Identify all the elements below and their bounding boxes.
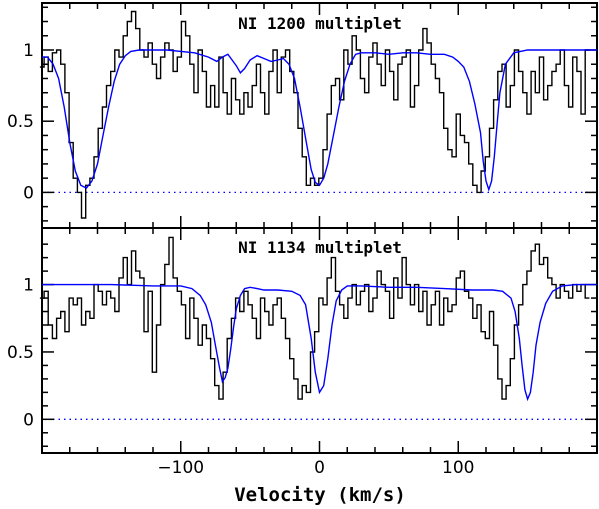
x-tick-label: −100: [157, 458, 204, 478]
panel-title-ni-1200: NI 1200 multiplet: [238, 14, 402, 33]
data-histogram-line: [39, 10, 590, 219]
y-tick-label: 0.5: [7, 343, 34, 363]
x-axis-title: Velocity (km/s): [234, 484, 406, 506]
data-histogram-line: [39, 236, 590, 400]
x-tick-label: 100: [442, 458, 474, 478]
x-tick-label: 0: [314, 458, 325, 478]
panel-title-ni-1134: NI 1134 multiplet: [238, 238, 402, 257]
panel-ni-1134: NI 1134 multiplet 0 0.5 1: [7, 227, 598, 454]
model-fit-line: [42, 49, 597, 192]
x-axis-tick-labels: −100 0 100: [157, 458, 474, 478]
panel-frame: [41, 2, 598, 229]
y-tick-label: 0.5: [7, 112, 34, 132]
y-tick-label: 1: [23, 276, 34, 296]
panel-ni-1200: NI 1200 multiplet 0 0.5 1: [7, 2, 598, 229]
model-fit-line: [42, 283, 597, 402]
y-tick-label: 0: [23, 410, 34, 430]
y-tick-label: 0: [23, 183, 34, 203]
y-tick-label: 1: [23, 41, 34, 61]
